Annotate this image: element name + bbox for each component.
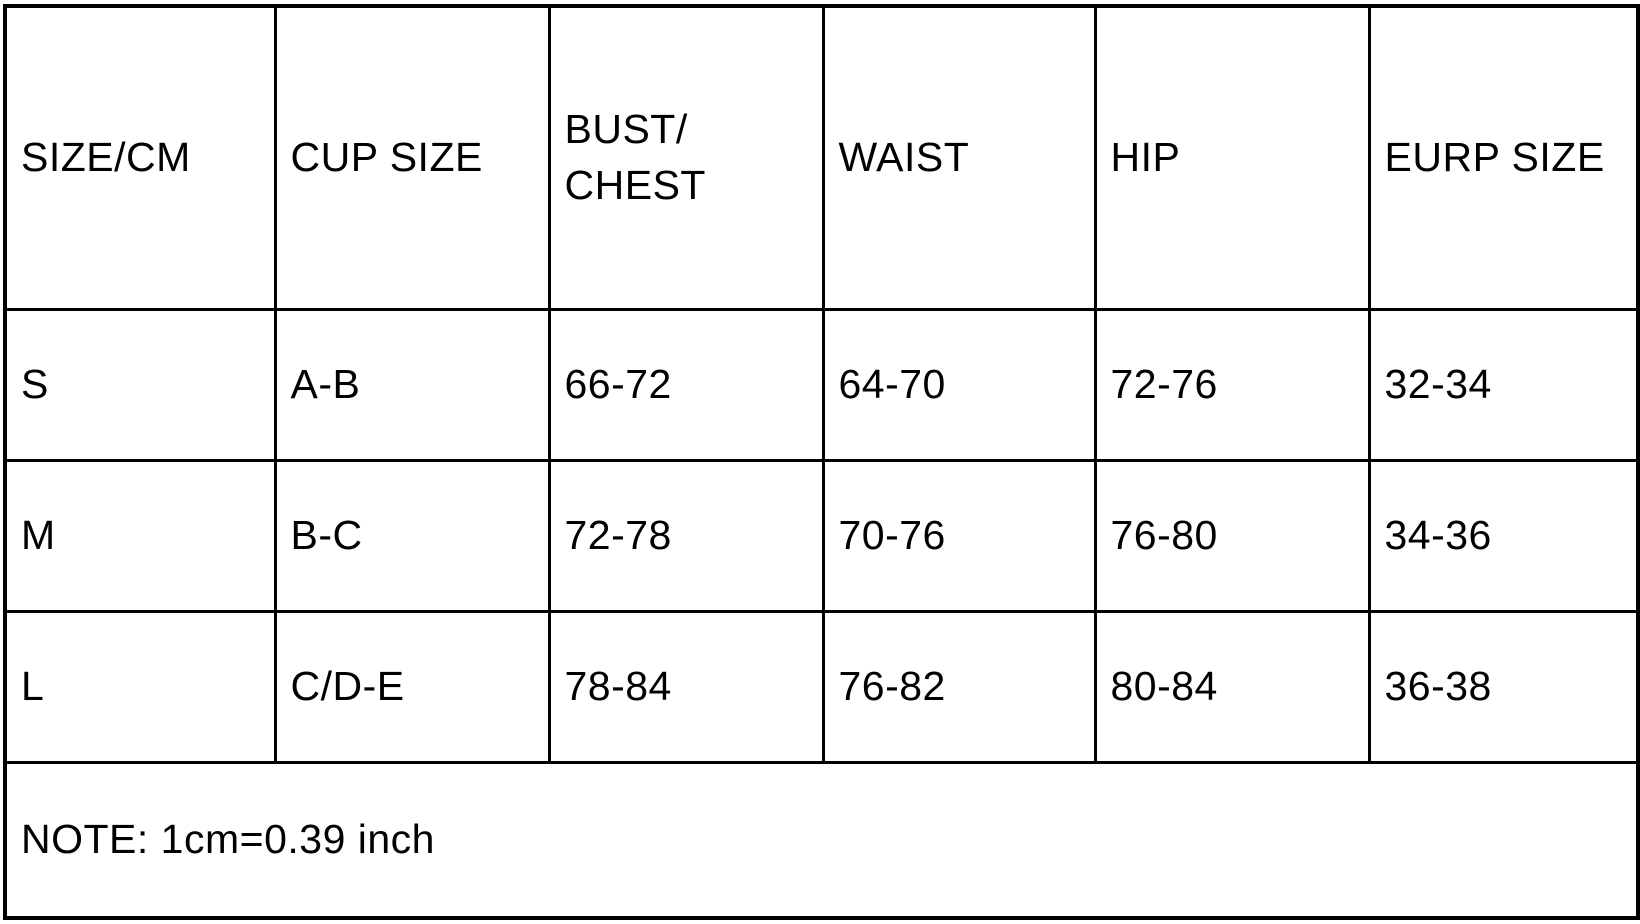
header-cup-size: CUP SIZE [273,4,551,311]
cell-cup: A-B [273,307,551,462]
cell-size: M [3,458,277,613]
cell-hip: 80-84 [1093,609,1371,765]
cell-eurp: 32-34 [1367,307,1640,462]
note-row: NOTE: 1cm=0.39 inch [3,761,1640,920]
cell-cup: B-C [273,458,551,613]
cell-waist: 76-82 [821,609,1097,765]
cell-cup: C/D-E [273,609,551,765]
header-hip: HIP [1093,4,1371,311]
cell-eurp: 36-38 [1367,609,1640,765]
header-eurp-size: EURP SIZE [1367,4,1640,311]
size-chart-table: SIZE/CM CUP SIZE BUST/ CHEST WAIST HIP E… [3,4,1640,920]
cell-waist: 64-70 [821,307,1097,462]
header-bust-chest: BUST/ CHEST [547,4,825,311]
header-waist: WAIST [821,4,1097,311]
cell-bust: 66-72 [547,307,825,462]
note-cell: NOTE: 1cm=0.39 inch [3,761,1640,920]
table-row-m: M B-C 72-78 70-76 76-80 34-36 [3,458,1640,613]
table-row-s: S A-B 66-72 64-70 72-76 32-34 [3,307,1640,462]
cell-eurp: 34-36 [1367,458,1640,613]
cell-waist: 70-76 [821,458,1097,613]
cell-bust: 72-78 [547,458,825,613]
header-size-cm: SIZE/CM [3,4,277,311]
cell-bust: 78-84 [547,609,825,765]
cell-hip: 72-76 [1093,307,1371,462]
cell-size: S [3,307,277,462]
header-row: SIZE/CM CUP SIZE BUST/ CHEST WAIST HIP E… [3,4,1640,311]
table-row-l: L C/D-E 78-84 76-82 80-84 36-38 [3,609,1640,765]
cell-hip: 76-80 [1093,458,1371,613]
cell-size: L [3,609,277,765]
